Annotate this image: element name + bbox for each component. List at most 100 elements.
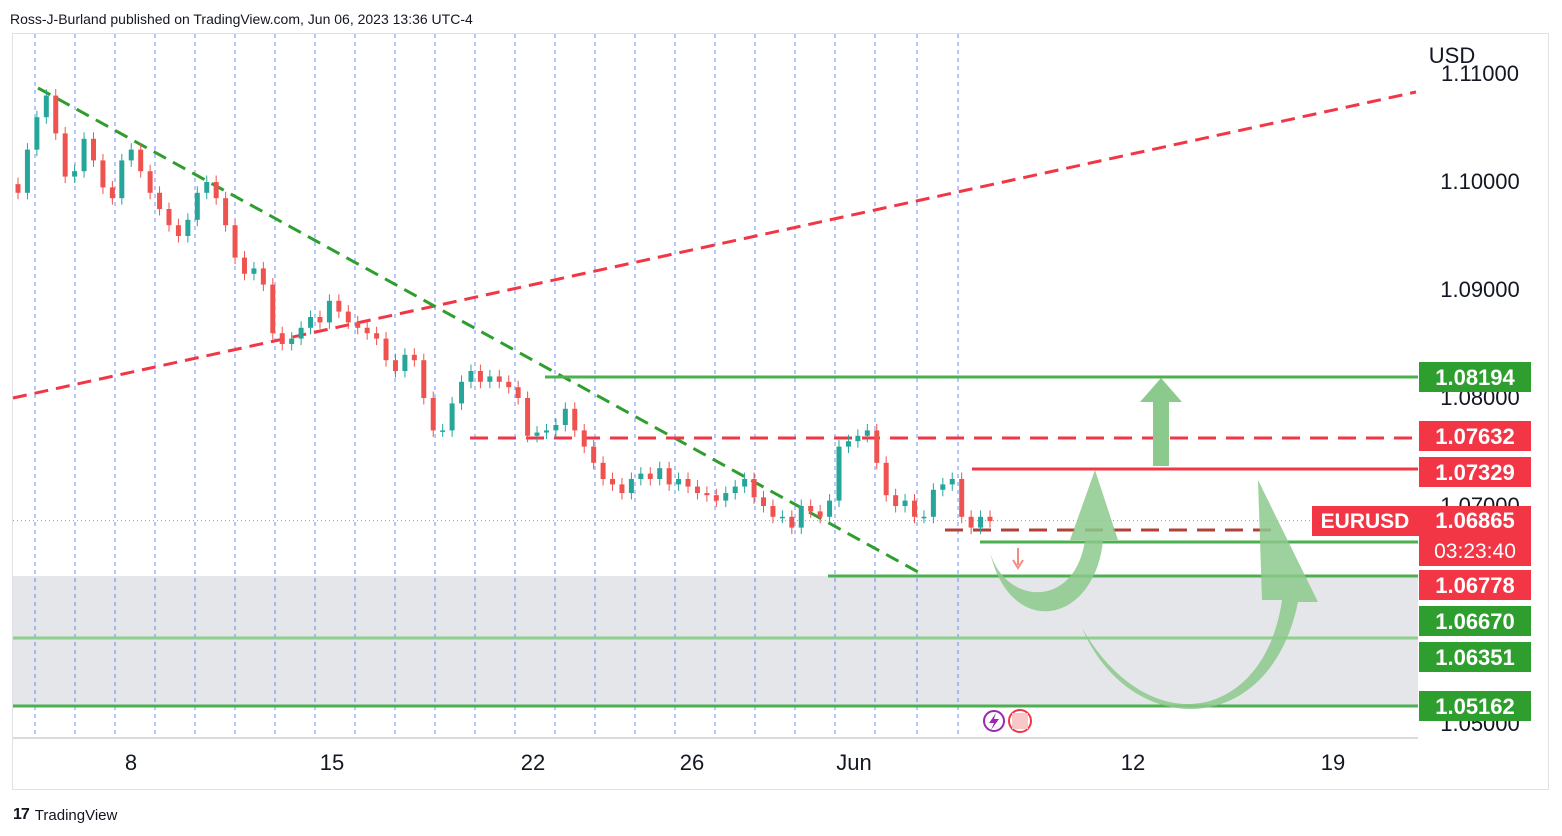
candle-body <box>421 360 427 398</box>
level-badge-106351-bg <box>1419 642 1531 672</box>
lightning-glyph-icon <box>989 713 999 730</box>
level-badge-108194: 1.08194 <box>1435 365 1515 390</box>
y-axis-tick-label: 1.11000 <box>1441 61 1519 86</box>
candle-body <box>279 333 285 344</box>
candle-body <box>742 479 748 487</box>
candle-body <box>355 322 361 328</box>
candle-body <box>53 95 59 134</box>
candle-body <box>223 198 229 226</box>
chart-frame <box>12 33 1549 790</box>
x-axis-tick-label: 15 <box>320 750 344 775</box>
candle-body <box>194 192 200 220</box>
candle-body <box>515 387 521 398</box>
candle-body <box>591 446 597 463</box>
candle-body <box>119 160 125 199</box>
candle-body <box>251 268 257 274</box>
candle-body <box>232 225 238 258</box>
candle-body <box>62 133 68 177</box>
footer-brand[interactable]: TradingView <box>34 806 118 824</box>
candle-body <box>921 516 927 519</box>
candle-body <box>761 497 767 506</box>
current-price-badge-bg <box>1419 506 1531 566</box>
tradingview-logo-icon: 17 <box>13 806 30 823</box>
candle-body <box>978 516 984 528</box>
candle-body <box>572 408 578 431</box>
candle-body <box>647 473 653 479</box>
up-arrow-icon <box>1140 378 1182 466</box>
candle-body <box>109 187 115 199</box>
candle-body <box>487 376 493 382</box>
candle-body <box>581 430 587 447</box>
level-badge-105162-bg <box>1419 691 1531 721</box>
candle-body <box>147 171 153 193</box>
candle-body <box>949 479 955 485</box>
candle-body <box>751 479 757 498</box>
candle-body <box>930 489 936 517</box>
level-badge-106778: 1.06778 <box>1435 573 1515 598</box>
candle-body <box>90 138 96 161</box>
x-axis-tick-label: 22 <box>521 750 545 775</box>
curved-arrow-small-icon <box>990 470 1118 612</box>
candle-body <box>175 225 181 236</box>
candle-body <box>666 468 672 485</box>
candle-body <box>289 338 295 344</box>
candle-body <box>628 479 634 494</box>
candle-body <box>657 468 663 479</box>
candle-body <box>496 376 502 382</box>
candle-body <box>855 435 861 442</box>
candle-body <box>874 430 880 463</box>
candle-body <box>34 117 40 150</box>
level-badge-106778-bg <box>1419 570 1531 600</box>
candle-body <box>308 317 314 328</box>
y-axis-tick-label: 1.10000 <box>1440 169 1520 194</box>
price-chart[interactable]: 1.110001.100001.090001.080001.070001.050… <box>0 0 1562 800</box>
candle-body <box>817 511 823 517</box>
candle-body <box>845 441 851 447</box>
candle-body <box>317 317 323 323</box>
candle-body <box>770 506 776 517</box>
candle-body <box>798 506 804 528</box>
candle-body <box>468 371 474 382</box>
candle-body <box>326 300 332 323</box>
candle-body <box>619 484 625 494</box>
candle-body <box>779 516 785 519</box>
level-badge-106670-bg <box>1419 606 1531 636</box>
candle-body <box>477 371 483 382</box>
candle-body <box>138 149 144 172</box>
candle-body <box>440 430 446 432</box>
candle-body <box>864 430 870 436</box>
candle-body <box>883 462 889 496</box>
x-axis-tick-label: 26 <box>680 750 704 775</box>
candle-body <box>374 333 380 339</box>
level-badge-107329: 1.07329 <box>1435 460 1515 485</box>
curved-arrow-large-icon <box>1082 480 1318 710</box>
candle-body <box>345 311 351 323</box>
level-badge-105162: 1.05162 <box>1435 694 1515 719</box>
candle-body <box>676 479 682 485</box>
countdown-label: 03:23:40 <box>1434 540 1516 563</box>
x-axis-tick-label: Jun <box>836 750 871 775</box>
candle-body <box>600 462 606 479</box>
candle-body <box>836 446 842 501</box>
candle-body <box>789 516 795 528</box>
x-axis-tick-label: 8 <box>125 750 137 775</box>
candle-body <box>685 479 691 487</box>
candle-body <box>43 95 49 118</box>
red-dashed-trendline <box>12 90 1417 400</box>
candle-body <box>893 495 899 506</box>
candle-body <box>449 403 455 431</box>
level-badge-107329-bg <box>1419 457 1531 487</box>
symbol-badge-bg <box>1312 506 1419 536</box>
symbol-badge: EURUSD <box>1321 510 1410 533</box>
candle-body <box>543 430 549 433</box>
candle-body <box>562 408 568 425</box>
candle-body <box>260 268 266 285</box>
candle-body <box>157 192 163 209</box>
footer: 17 TradingView <box>13 806 117 824</box>
candle-body <box>713 495 719 501</box>
publish-info: Ross-J-Burland published on TradingView.… <box>10 11 473 27</box>
candle-body <box>723 493 729 501</box>
candle-body <box>459 381 465 404</box>
candle-body <box>383 338 389 361</box>
candle-body <box>610 479 616 485</box>
